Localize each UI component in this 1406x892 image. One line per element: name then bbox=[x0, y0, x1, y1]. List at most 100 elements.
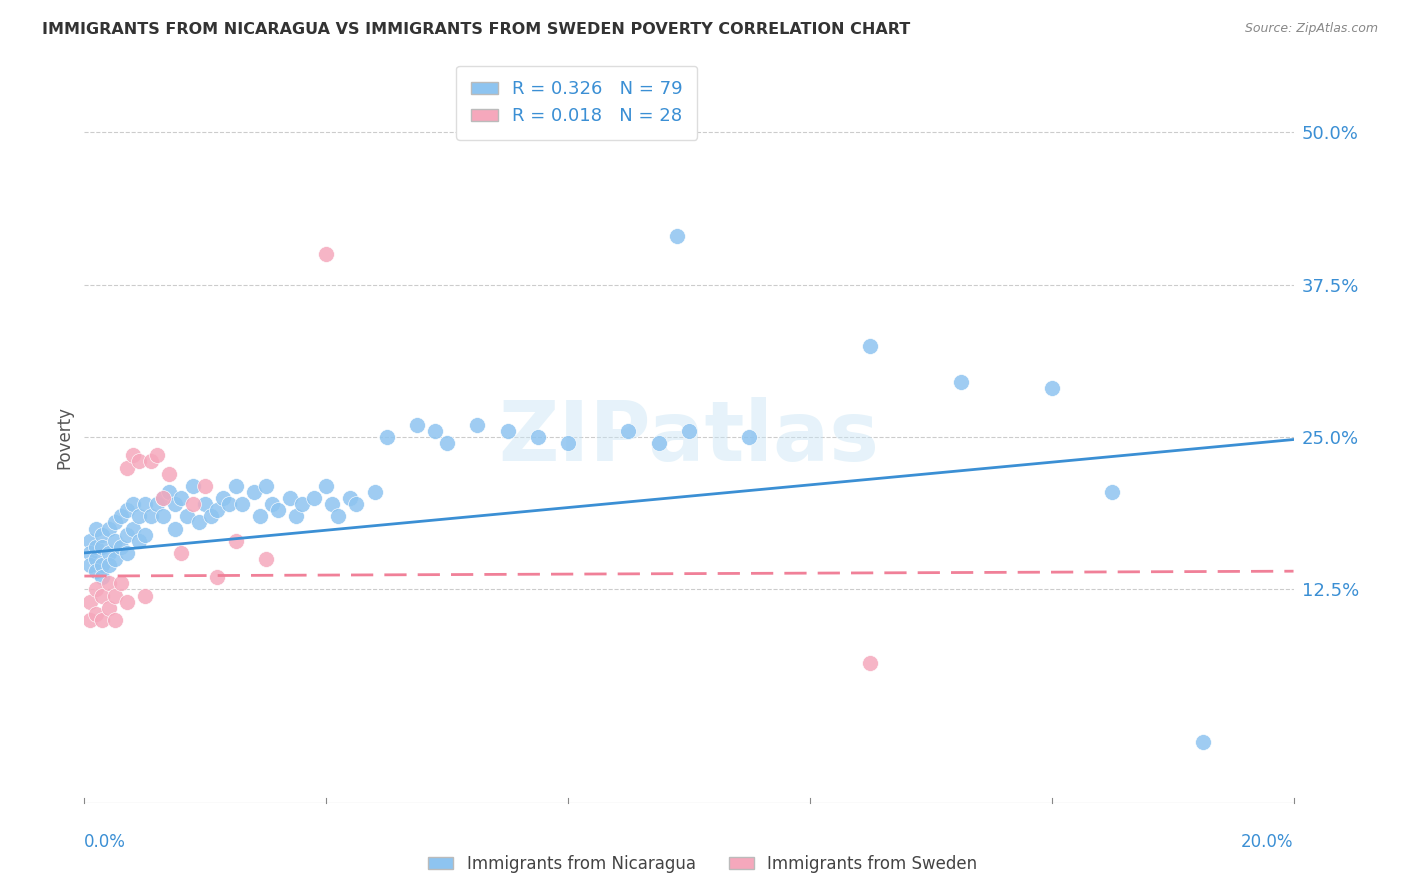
Point bbox=[194, 479, 217, 493]
Text: 20.0%: 20.0% bbox=[1241, 833, 1294, 851]
Point bbox=[165, 497, 187, 511]
Point bbox=[157, 467, 180, 481]
Point bbox=[91, 558, 114, 573]
Point bbox=[346, 497, 368, 511]
Text: 0.0%: 0.0% bbox=[84, 833, 127, 851]
Point bbox=[97, 521, 120, 535]
Point bbox=[375, 430, 398, 444]
Point bbox=[231, 497, 253, 511]
Point bbox=[176, 509, 198, 524]
Point bbox=[254, 479, 277, 493]
Point bbox=[181, 479, 204, 493]
Point bbox=[79, 533, 101, 548]
Point bbox=[91, 540, 114, 554]
Point bbox=[678, 424, 700, 438]
Point bbox=[104, 552, 127, 566]
Point bbox=[110, 540, 132, 554]
Point bbox=[146, 497, 169, 511]
Text: ZIPatlas: ZIPatlas bbox=[499, 397, 879, 477]
Point bbox=[86, 552, 108, 566]
Point bbox=[79, 594, 101, 608]
Point bbox=[339, 491, 361, 505]
Point bbox=[97, 576, 120, 591]
Point bbox=[328, 509, 350, 524]
Point bbox=[1040, 381, 1063, 395]
Point bbox=[278, 491, 301, 505]
Point bbox=[254, 552, 277, 566]
Point bbox=[617, 424, 640, 438]
Point bbox=[115, 503, 138, 517]
Point bbox=[91, 570, 114, 584]
Point bbox=[423, 424, 446, 438]
Point bbox=[170, 546, 193, 560]
Point bbox=[128, 509, 150, 524]
Point bbox=[207, 503, 229, 517]
Point bbox=[128, 454, 150, 468]
Point bbox=[496, 424, 519, 438]
Point bbox=[363, 485, 385, 500]
Point bbox=[1101, 485, 1123, 500]
Point bbox=[249, 509, 271, 524]
Point bbox=[104, 533, 127, 548]
Point bbox=[207, 570, 229, 584]
Point bbox=[170, 491, 193, 505]
Point bbox=[950, 376, 973, 390]
Point bbox=[97, 546, 120, 560]
Point bbox=[436, 436, 458, 450]
Point bbox=[267, 503, 290, 517]
Point bbox=[225, 479, 247, 493]
Point bbox=[152, 491, 174, 505]
Point bbox=[121, 497, 143, 511]
Text: Source: ZipAtlas.com: Source: ZipAtlas.com bbox=[1244, 22, 1378, 36]
Point bbox=[291, 497, 314, 511]
Point bbox=[91, 589, 114, 603]
Point bbox=[86, 582, 108, 597]
Point bbox=[146, 449, 169, 463]
Point bbox=[225, 533, 247, 548]
Point bbox=[134, 497, 156, 511]
Point bbox=[139, 454, 162, 468]
Point bbox=[79, 546, 101, 560]
Point bbox=[128, 533, 150, 548]
Point bbox=[157, 485, 180, 500]
Point bbox=[134, 589, 156, 603]
Point bbox=[86, 540, 108, 554]
Point bbox=[86, 564, 108, 578]
Point bbox=[260, 497, 283, 511]
Point bbox=[110, 509, 132, 524]
Point bbox=[121, 449, 143, 463]
Point bbox=[110, 576, 132, 591]
Point bbox=[79, 558, 101, 573]
Point bbox=[194, 497, 217, 511]
Point bbox=[115, 460, 138, 475]
Point bbox=[315, 479, 337, 493]
Point bbox=[242, 485, 264, 500]
Point bbox=[527, 430, 550, 444]
Point bbox=[665, 229, 688, 244]
Point bbox=[212, 491, 235, 505]
Point bbox=[104, 589, 127, 603]
Point bbox=[139, 509, 162, 524]
Point bbox=[152, 509, 174, 524]
Point bbox=[134, 527, 156, 541]
Legend: R = 0.326   N = 79, R = 0.018   N = 28: R = 0.326 N = 79, R = 0.018 N = 28 bbox=[456, 66, 697, 140]
Point bbox=[79, 613, 101, 627]
Point bbox=[165, 521, 187, 535]
Point bbox=[557, 436, 579, 450]
Point bbox=[152, 491, 174, 505]
Point bbox=[648, 436, 671, 450]
Point bbox=[302, 491, 325, 505]
Point bbox=[86, 521, 108, 535]
Legend: Immigrants from Nicaragua, Immigrants from Sweden: Immigrants from Nicaragua, Immigrants fr… bbox=[422, 848, 984, 880]
Point bbox=[738, 430, 761, 444]
Point bbox=[104, 613, 127, 627]
Point bbox=[315, 247, 337, 261]
Point bbox=[97, 600, 120, 615]
Point bbox=[115, 527, 138, 541]
Point bbox=[115, 546, 138, 560]
Point bbox=[218, 497, 240, 511]
Point bbox=[104, 516, 127, 530]
Point bbox=[91, 527, 114, 541]
Point bbox=[406, 417, 429, 432]
Point bbox=[859, 339, 882, 353]
